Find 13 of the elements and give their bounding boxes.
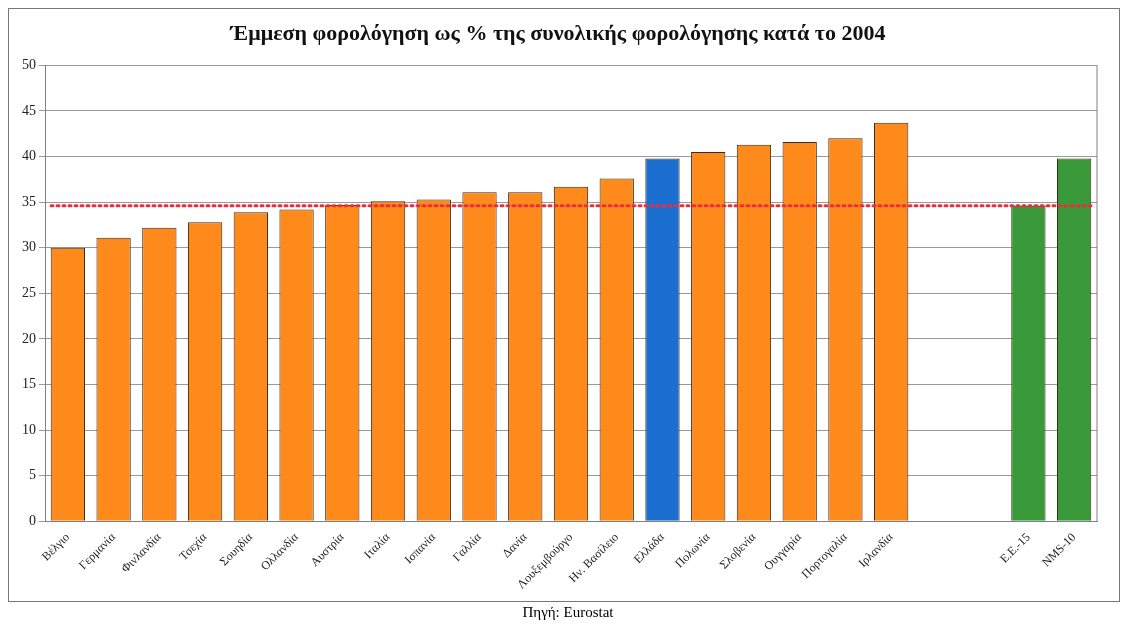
y-tick-label: 25 <box>22 285 36 301</box>
y-tick-label: 20 <box>22 330 36 346</box>
y-tick-label: 45 <box>22 102 36 118</box>
text: Πηγή: Eurostat <box>521 604 615 621</box>
y-tick-label: 0 <box>29 513 36 529</box>
y-tick-label: 40 <box>22 148 36 164</box>
y-tick-label: 15 <box>22 376 36 392</box>
y-tick-label: 35 <box>22 193 36 209</box>
y-tick-label: 10 <box>22 421 36 437</box>
y-tick-label: 30 <box>22 239 36 255</box>
y-tick-label: 5 <box>29 467 36 483</box>
y-tick-label: 50 <box>22 57 36 73</box>
chart-title: Έμμεση φορολόγηση ως % της συνολικής φορολόγησης κατά το 2004 <box>229 19 886 45</box>
